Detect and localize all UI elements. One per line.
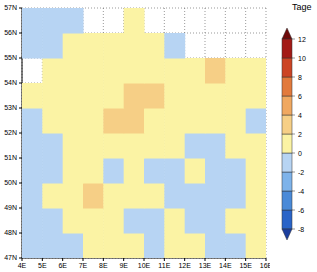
svg-text:48N: 48N [8, 229, 17, 236]
svg-text:11E: 11E [158, 262, 170, 269]
svg-text:8: 8 [298, 74, 302, 81]
svg-text:14E: 14E [219, 262, 232, 269]
svg-text:8E: 8E [99, 262, 108, 269]
svg-text:54N: 54N [8, 79, 17, 86]
svg-text:10E: 10E [138, 262, 151, 269]
svg-text:-2: -2 [298, 169, 304, 176]
svg-text:12E: 12E [178, 262, 191, 269]
svg-text:2: 2 [298, 131, 302, 138]
svg-text:6: 6 [298, 93, 302, 100]
svg-text:50N: 50N [8, 179, 17, 186]
svg-text:53N: 53N [8, 104, 17, 111]
svg-text:6E: 6E [58, 262, 67, 269]
svg-text:47N: 47N [8, 254, 17, 261]
svg-text:7E: 7E [79, 262, 88, 269]
svg-text:15E: 15E [239, 262, 252, 269]
svg-text:55N: 55N [8, 54, 17, 61]
svg-text:16E: 16E [260, 262, 270, 269]
svg-text:13E: 13E [199, 262, 212, 269]
svg-text:49N: 49N [8, 204, 17, 211]
svg-text:-6: -6 [298, 207, 304, 214]
svg-text:56N: 56N [8, 29, 17, 36]
svg-text:9E: 9E [119, 262, 128, 269]
svg-text:5E: 5E [38, 262, 47, 269]
svg-text:4E: 4E [18, 262, 27, 269]
svg-text:52N: 52N [8, 129, 17, 136]
svg-text:10: 10 [298, 55, 306, 62]
html-text:Tage: Tage [292, 2, 312, 12]
svg-text:0: 0 [298, 150, 302, 157]
svg-text:57N: 57N [8, 4, 17, 11]
svg-text:-4: -4 [298, 188, 304, 195]
svg-text:51N: 51N [8, 154, 17, 161]
svg-text:4: 4 [298, 112, 302, 119]
svg-text:-8: -8 [298, 226, 304, 233]
svg-text:12: 12 [298, 36, 306, 43]
